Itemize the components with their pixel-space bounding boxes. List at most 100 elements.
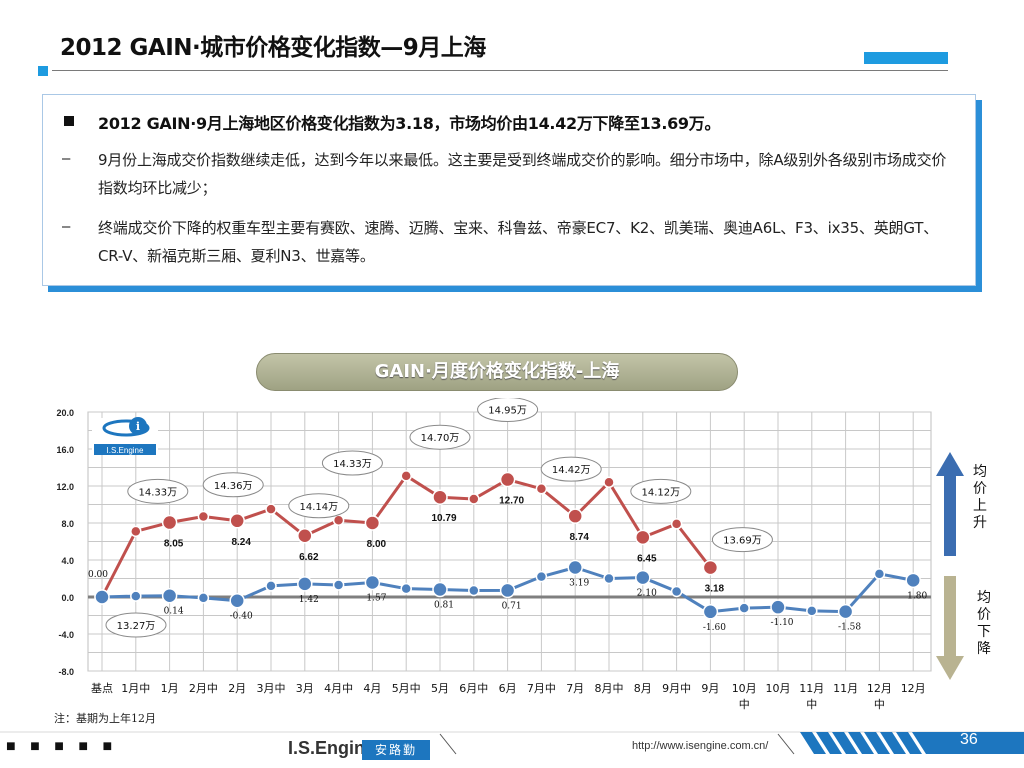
data-label: 2.10 [637, 589, 657, 599]
data-label: 1.42 [299, 595, 319, 605]
y-tick-label: 12.0 [56, 482, 74, 492]
price-bubble [540, 456, 602, 482]
chart-footnote: 注：基期为上年12月 [54, 712, 156, 725]
price-up-arrow-icon [936, 452, 964, 556]
data-point [432, 581, 448, 598]
x-tick-label: 11月 [833, 682, 858, 695]
data-label: -1.58 [838, 623, 861, 633]
data-point [499, 471, 516, 488]
x-tick-label: 10月 [766, 682, 791, 695]
price-bubble-label: 14.14万 [299, 502, 338, 513]
data-point [873, 568, 886, 580]
x-tick-label: 1月 [161, 682, 179, 695]
price-down-arrow-icon [936, 576, 964, 680]
y-tick-label: -4.0 [58, 630, 74, 640]
footer-dots: ■ ■ ■ ■ ■ [6, 738, 118, 755]
price-bubble-label: 14.33万 [333, 459, 372, 470]
x-tick-label: 3月中 [257, 682, 286, 695]
data-point [265, 503, 277, 515]
data-point [161, 587, 178, 604]
chart-data-labels: 0.00 8.05 8.24 6.62 8.00 10.79 12.70 8.74 6.45 3.… [88, 496, 928, 633]
footer-stripes [800, 732, 1024, 754]
data-point [905, 572, 921, 589]
price-bubble [288, 493, 350, 519]
x-tick-label: 5月中 [392, 682, 421, 695]
data-point [603, 572, 615, 585]
data-point [567, 559, 583, 576]
slide-title: 2012 GAIN·城市价格变化指数—9月上海 [60, 35, 486, 61]
is-engine-logo-icon: i I.S.Engine [92, 417, 158, 455]
data-label: -1.60 [703, 623, 726, 633]
x-tick-label: 11月 [799, 682, 824, 695]
y-tick-label: 0.0 [61, 593, 74, 603]
x-tick-label: 8月中 [595, 682, 624, 695]
x-tick-label: 1月中 [121, 682, 150, 695]
x-tick-label: 3月 [296, 682, 314, 695]
data-point [567, 508, 583, 524]
chart-price-bubbles: 13.27万 14.33万 14.36万 14.14万 14.33万 14.70万 14.9… [105, 398, 773, 638]
x-tick-label: 2月 [228, 682, 246, 695]
data-point [364, 574, 381, 591]
data-label: 0.71 [502, 601, 522, 611]
y-tick-label: -8.0 [58, 667, 74, 677]
price-bubble-label: 14.95万 [488, 406, 527, 417]
title-accent-tab [864, 52, 948, 64]
data-label: 0.14 [164, 607, 184, 617]
data-point [468, 493, 480, 505]
x-tick-label: 12月 [867, 682, 892, 695]
data-point [837, 603, 854, 620]
price-bubble-label: 14.33万 [138, 487, 177, 498]
price-bubble [202, 472, 264, 498]
x-tick-label: 12月 [901, 682, 926, 695]
x-tick-label-line2: 中 [806, 698, 817, 711]
y-tick-label: 8.0 [61, 519, 74, 529]
price-bubble [321, 450, 383, 476]
data-point [197, 510, 210, 523]
data-point [197, 592, 210, 604]
bullet-dash: – [62, 218, 71, 235]
price-bubble [477, 398, 539, 423]
data-label: 6.62 [299, 552, 319, 563]
y-tick-label: 20.0 [56, 408, 74, 418]
title-divider [52, 70, 948, 71]
footer-url[interactable]: http://www.isengine.com.cn/ [632, 740, 769, 752]
data-point [229, 513, 245, 529]
data-point [635, 529, 651, 546]
logo-text: I.S.Engine [107, 446, 144, 455]
x-tick-label: 2月中 [189, 682, 218, 695]
summary-bullet-2: 终端成交价下降的权重车型主要有赛欧、速腾、迈腾、宝来、科鲁兹、帝豪EC7、K2、… [98, 219, 938, 265]
data-label: -0.40 [230, 612, 253, 622]
summary-bullet-1: 9月份上海成交价指数继续走低，达到今年以来最低。这主要是受到终端成交价的影响。细… [98, 151, 947, 197]
data-point [229, 592, 245, 609]
data-point [770, 599, 786, 615]
data-point [535, 570, 548, 583]
data-point [702, 604, 719, 620]
x-tick-label: 4月中 [324, 682, 353, 695]
summary-box [42, 94, 976, 286]
data-point [400, 582, 412, 595]
data-point [400, 470, 412, 482]
x-tick-label: 6月 [499, 682, 517, 695]
data-label: 1.80 [907, 591, 927, 601]
price-bubble-label: 13.69万 [723, 536, 762, 547]
x-tick-label: 5月 [431, 682, 449, 695]
x-tick-label-line2: 中 [739, 698, 750, 711]
data-point [499, 582, 516, 599]
data-point [702, 559, 719, 576]
data-point [535, 483, 548, 495]
x-tick-label: 7月 [566, 682, 584, 695]
footer-brand-cn: 安路勤 [362, 740, 430, 760]
data-label: -1.10 [770, 618, 793, 628]
data-point [670, 518, 683, 530]
data-label: 3.18 [705, 584, 725, 595]
data-point [332, 579, 345, 591]
data-point [265, 580, 277, 592]
x-tick-label: 6月中 [459, 682, 488, 695]
price-bubble-label: 13.27万 [117, 621, 156, 632]
data-point [603, 476, 615, 489]
price-bubble [630, 478, 692, 504]
x-tick-label-line2: 中 [874, 698, 885, 711]
price-bubble [127, 478, 189, 504]
data-point [468, 584, 480, 597]
svg-text:i: i [136, 420, 140, 433]
